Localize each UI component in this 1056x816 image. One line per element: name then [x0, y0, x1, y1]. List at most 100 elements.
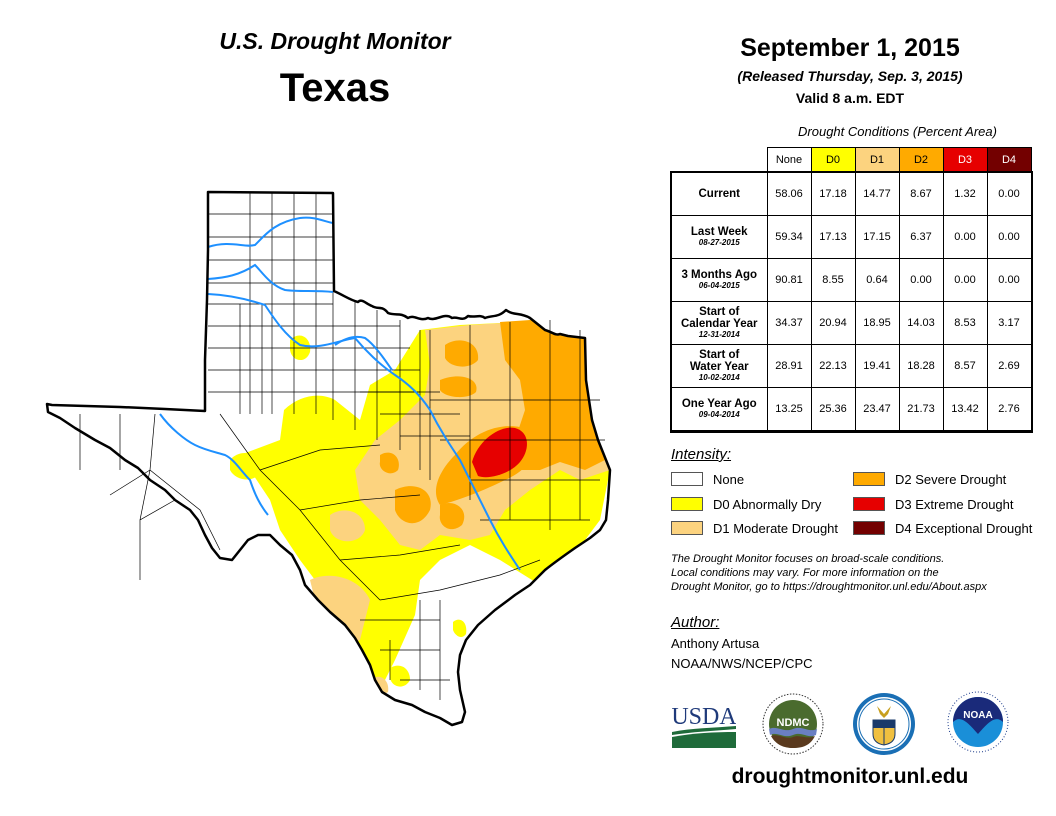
- cell-d1: 0.64: [854, 258, 900, 302]
- legend-label: D4 Exceptional Drought: [895, 520, 1033, 536]
- row-header: Start of Water Year 10-02-2014: [671, 344, 768, 388]
- cell-none: 90.81: [766, 258, 812, 302]
- drought-areas: [230, 318, 610, 698]
- noaa-logo-text: NOAA: [963, 710, 992, 721]
- row-label: 3 Months Ago: [681, 269, 758, 281]
- cell-d1: 23.47: [854, 387, 900, 431]
- cell-d4: 2.76: [986, 387, 1032, 431]
- row-label: Last Week: [690, 226, 748, 238]
- d0-area: [453, 619, 467, 637]
- col-header-none: None: [766, 147, 812, 173]
- state-title: Texas: [279, 66, 391, 110]
- d2-area: [440, 376, 477, 398]
- cell-d2: 0.00: [898, 258, 944, 302]
- row-header: 3 Months Ago 06-04-2015: [671, 258, 768, 302]
- rivers: [159, 216, 521, 571]
- row-label: Start of: [699, 349, 740, 361]
- row-date: 10-02-2014: [698, 373, 740, 382]
- table-row: Start of Calendar Year 12-31-2014 34.37 20.9…: [671, 301, 1032, 345]
- legend-swatch: [853, 521, 885, 535]
- cell-d1: 19.41: [854, 344, 900, 388]
- cell-d0: 22.13: [810, 344, 856, 388]
- col-header-d4: D4: [986, 147, 1032, 173]
- legend-swatch: [671, 497, 703, 511]
- row-date: 09-04-2014: [698, 410, 740, 419]
- ndmc-logo-text: NDMC: [777, 717, 810, 729]
- cell-d4: 0.00: [986, 215, 1032, 259]
- row-date: 08-27-2015: [698, 238, 740, 247]
- cell-d4: 0.00: [986, 172, 1032, 216]
- cell-none: 34.37: [766, 301, 812, 345]
- author-name: Anthony Artusa: [671, 636, 760, 651]
- col-header-d2: D2: [898, 147, 944, 173]
- col-header-d3: D3: [942, 147, 988, 173]
- cell-none: 13.25: [766, 387, 812, 431]
- legend-item-d1: D1 Moderate Drought: [671, 520, 838, 536]
- legend-item-d3: D3 Extreme Drought: [853, 496, 1014, 512]
- table-corner: [671, 147, 767, 173]
- cell-d4: 3.17: [986, 301, 1032, 345]
- author-org: NOAA/NWS/NCEP/CPC: [671, 656, 813, 671]
- table-row: Start of Water Year 10-02-2014 28.91 22.13 19…: [671, 344, 1032, 388]
- row-label-line2: Water Year: [689, 361, 749, 373]
- cell-d2: 14.03: [898, 301, 944, 345]
- row-header: Current: [671, 172, 768, 216]
- legend-label: None: [713, 471, 745, 487]
- cell-d0: 20.94: [810, 301, 856, 345]
- date-title: September 1, 2015: [740, 34, 960, 62]
- colorado-river: [334, 335, 393, 371]
- valid-time: Valid 8 a.m. EDT: [795, 90, 905, 106]
- cell-d4: 0.00: [986, 258, 1032, 302]
- legend-label: D3 Extreme Drought: [895, 496, 1014, 512]
- drought-conditions-table: None D0 D1 D2 D3 D4 Current 58.06 17.18 14.…: [669, 147, 1033, 433]
- cell-d3: 0.00: [942, 258, 988, 302]
- d1-area: [330, 510, 365, 542]
- brazos-river: [207, 293, 521, 571]
- pecos-river: [159, 413, 269, 516]
- cell-d2: 6.37: [898, 215, 944, 259]
- website-url[interactable]: droughtmonitor.unl.edu: [731, 765, 969, 788]
- note-line: Local conditions may vary. For more info…: [671, 567, 939, 579]
- release-date: (Released Thursday, Sep. 3, 2015): [737, 68, 963, 84]
- ndmc-logo: NDMC: [762, 693, 824, 755]
- cell-d3: 1.32: [942, 172, 988, 216]
- d2-area: [379, 452, 399, 474]
- noaa-logo: NOAA: [947, 691, 1009, 753]
- usda-logo: USDA: [672, 704, 736, 748]
- table-row: Current 58.06 17.18 14.77 8.67 1.32 0.00: [671, 172, 1032, 216]
- legend-item-none: None: [671, 471, 744, 487]
- legend-swatch: [853, 497, 885, 511]
- cell-d2: 8.67: [898, 172, 944, 216]
- county-lines: [79, 170, 605, 700]
- legend-title: Intensity:: [671, 446, 732, 463]
- legend-label: D0 Abnormally Dry: [713, 496, 822, 512]
- red-river-fork: [207, 263, 334, 293]
- cell-d0: 17.13: [810, 215, 856, 259]
- row-label: Current: [698, 188, 741, 200]
- legend-label: D1 Moderate Drought: [713, 520, 839, 536]
- state-border: [45, 190, 612, 727]
- d2-area: [395, 486, 431, 524]
- cell-d1: 14.77: [854, 172, 900, 216]
- row-header: One Year Ago 09-04-2014: [671, 387, 768, 431]
- table-row: 3 Months Ago 06-04-2015 90.81 8.55 0.64 0.00 0…: [671, 258, 1032, 302]
- author-title: Author:: [671, 614, 720, 631]
- col-header-d0: D0: [810, 147, 856, 173]
- legend-item-d4: D4 Exceptional Drought: [853, 520, 1032, 536]
- legend-swatch: [671, 521, 703, 535]
- row-label-line2: Calendar Year: [680, 318, 758, 330]
- cell-d1: 17.15: [854, 215, 900, 259]
- texas-drought-map: [45, 170, 612, 727]
- table-row: One Year Ago 09-04-2014 13.25 25.36 23.47 21.…: [671, 387, 1032, 431]
- d2-area: [439, 502, 465, 530]
- cell-d1: 18.95: [854, 301, 900, 345]
- cell-d3: 8.57: [942, 344, 988, 388]
- row-label: Start of: [699, 306, 740, 318]
- d0-area: [390, 665, 410, 687]
- cell-d3: 13.42: [942, 387, 988, 431]
- cell-none: 59.34: [766, 215, 812, 259]
- usda-logo-text: USDA: [672, 704, 736, 730]
- row-date: 12-31-2014: [698, 330, 740, 339]
- cell-d3: 0.00: [942, 215, 988, 259]
- row-header: Last Week 08-27-2015: [671, 215, 768, 259]
